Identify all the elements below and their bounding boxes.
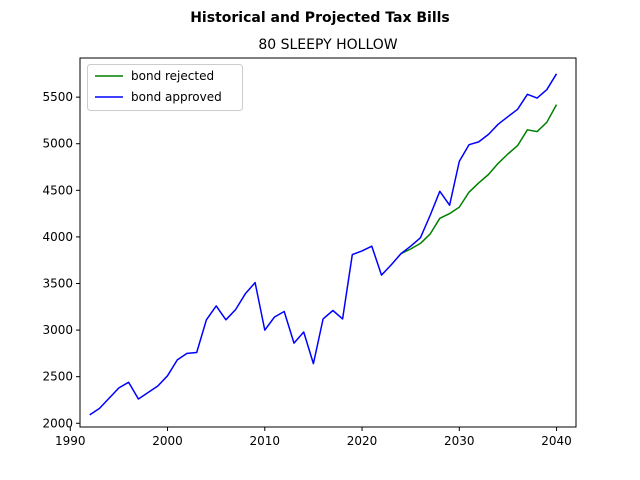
y-tick-label-4500: 4500 (42, 183, 73, 197)
chart-suptitle: Historical and Projected Tax Bills (190, 10, 450, 26)
series-line-bond-rejected (400, 104, 558, 255)
plot-frame (79, 57, 577, 428)
y-tick-label-2000: 2000 (42, 416, 73, 430)
series-line-bond-approved (89, 73, 558, 416)
x-tick-label-2030: 2030 (444, 434, 475, 448)
y-axis: 2000 2500 3000 3500 4000 4500 5000 5500 (42, 90, 80, 430)
legend-label-bond-approved: bond approved (131, 90, 222, 104)
x-tick-label-2000: 2000 (152, 434, 183, 448)
chart-title: 80 SLEEPY HOLLOW (258, 37, 397, 53)
legend-box (87, 64, 243, 111)
x-tick-label-2010: 2010 (250, 434, 281, 448)
y-tick-label-5500: 5500 (42, 90, 73, 104)
y-tick-label-5000: 5000 (42, 137, 73, 151)
y-tick-label-3500: 3500 (42, 277, 73, 291)
x-tick-label-1990: 1990 (55, 434, 86, 448)
y-tick-label-3000: 3000 (42, 323, 73, 337)
y-tick-label-2500: 2500 (42, 370, 73, 384)
legend-label-bond-rejected: bond rejected (131, 69, 214, 83)
y-tick-label-4000: 4000 (42, 230, 73, 244)
x-axis: 1990 2000 2010 2020 2030 2040 (55, 427, 572, 448)
x-tick-label-2040: 2040 (541, 434, 572, 448)
series-layer (89, 73, 558, 416)
legend: bond rejected bond approved (87, 64, 243, 111)
x-tick-label-2020: 2020 (347, 434, 378, 448)
